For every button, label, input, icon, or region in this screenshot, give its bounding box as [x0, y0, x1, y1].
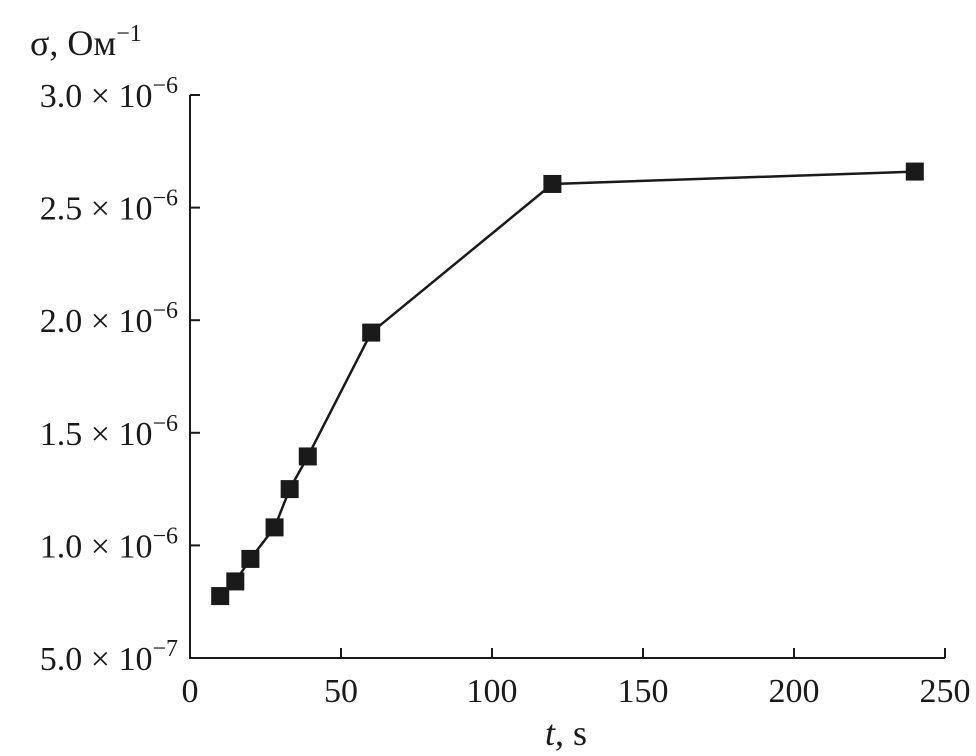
series-line	[219, 170, 915, 597]
y-tick-label-1: 1.0 × 10−6	[40, 523, 178, 565]
data-point-5	[298, 447, 317, 466]
y-tick-label-exponent: −6	[152, 73, 178, 99]
y-tick-label-mantissa: 2.0 × 10	[40, 303, 153, 340]
y-tick-label-mantissa: 2.5 × 10	[40, 191, 153, 228]
axis-frame	[189, 95, 945, 659]
x-tick-label-3: 150	[618, 673, 669, 710]
y-tick-label-2: 1.5 × 10−6	[40, 411, 178, 453]
y-tick-label-mantissa: 3.0 × 10	[40, 78, 153, 115]
y-axis-title: σ, Oм−1	[30, 21, 142, 63]
x-tick-label-4: 200	[769, 673, 820, 710]
x-axis-title-unit: , s	[555, 713, 587, 753]
y-tick-label-mantissa: 5.0 × 10	[40, 641, 153, 678]
y-tick-label-exponent: −6	[152, 523, 178, 549]
y-tick-label-5: 3.0 × 10−6	[40, 73, 178, 115]
y-tick-label-exponent: −6	[152, 411, 178, 437]
data-point-4	[280, 480, 299, 499]
data-point-7	[543, 174, 562, 193]
y-tick-label-mantissa: 1.5 × 10	[40, 416, 153, 453]
y-axis-title-main: σ, Oм	[30, 23, 116, 63]
data-point-8	[905, 162, 924, 181]
y-tick-label-4: 2.5 × 10−6	[40, 186, 178, 228]
y-tick-label-exponent: −7	[152, 636, 178, 662]
data-point-0	[211, 587, 230, 606]
y-tick-label-exponent: −6	[152, 298, 178, 324]
y-tick-label-exponent: −6	[152, 186, 178, 212]
x-axis-title-var: t	[545, 713, 556, 753]
data-point-3	[265, 518, 284, 537]
data-point-6	[362, 323, 381, 342]
data-point-1	[226, 572, 245, 591]
x-tick-label-0: 0	[182, 673, 199, 710]
y-tick-label-0: 5.0 × 10−7	[40, 636, 178, 678]
y-axis-title-sup: −1	[116, 21, 142, 47]
x-tick-label-5: 250	[920, 673, 971, 710]
y-axis-ticks: 5.0 × 10−71.0 × 10−61.5 × 10−62.0 × 10−6…	[40, 73, 200, 678]
y-tick-label-3: 2.0 × 10−6	[40, 298, 178, 340]
x-tick-label-1: 50	[324, 673, 358, 710]
x-axis-title: t, s	[545, 713, 587, 753]
y-tick-label-mantissa: 1.0 × 10	[40, 528, 153, 565]
data-point-2	[241, 549, 260, 568]
x-axis-ticks: 0 50 100 150 200 250	[182, 648, 971, 710]
data-markers	[211, 162, 924, 606]
x-tick-label-2: 100	[467, 673, 518, 710]
